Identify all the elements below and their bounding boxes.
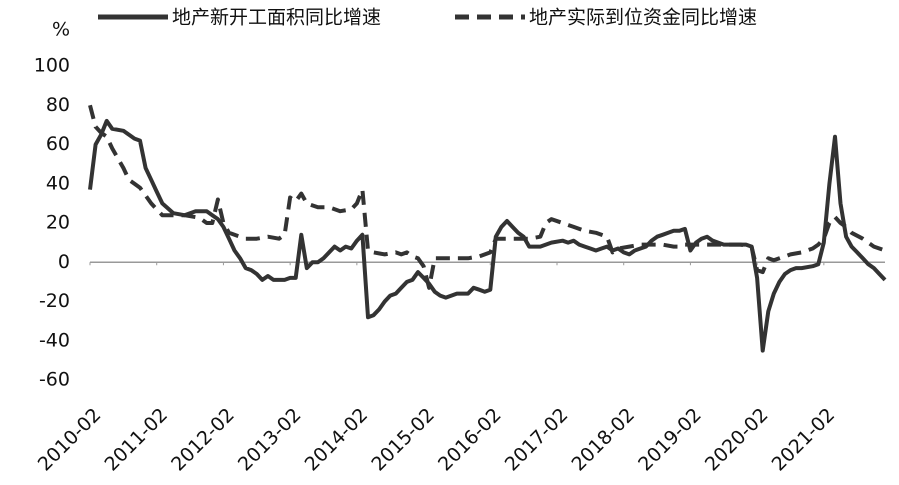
legend-label: 地产实际到位资金同比增速 (529, 7, 757, 29)
y-tick-label: 60 (46, 133, 70, 155)
y-tick-label: -40 (39, 329, 70, 351)
x-tick-label: 2021-02 (768, 404, 840, 476)
y-tick-label: -20 (39, 290, 70, 312)
y-tick-label: 20 (46, 212, 70, 234)
y-tick-label: -60 (39, 369, 70, 391)
y-tick-label: 40 (46, 172, 70, 194)
series-line (88, 118, 887, 353)
legend: 地产新开工面积同比增速 地产实际到位资金同比增速 (98, 7, 757, 29)
y-tick-label: 80 (46, 94, 70, 116)
series-line (88, 104, 886, 290)
legend-label: 地产新开工面积同比增速 (172, 7, 381, 29)
x-tick-label: 2020-02 (701, 404, 773, 476)
y-tick-label: 100 (34, 55, 70, 77)
x-tick-label: 2016-02 (434, 404, 506, 476)
x-tick-label: 2019-02 (634, 404, 706, 476)
x-tick-label: 2017-02 (501, 404, 573, 476)
x-tick-label: 2018-02 (567, 404, 639, 476)
x-tick-label: 2015-02 (367, 404, 439, 476)
y-unit-label: % (52, 19, 70, 41)
x-tick-label: 2012-02 (167, 404, 239, 476)
x-tick-label: 2014-02 (301, 404, 373, 476)
y-tick-label: 0 (58, 251, 70, 273)
x-tick-label: 2011-02 (100, 404, 172, 476)
x-tick-label: 2013-02 (234, 404, 306, 476)
x-tick-label: 2010-02 (34, 404, 106, 476)
